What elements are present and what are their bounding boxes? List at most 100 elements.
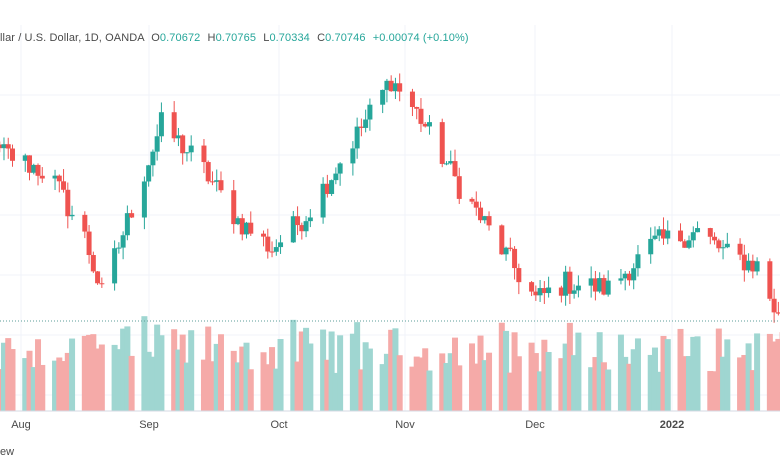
candle-down — [95, 271, 100, 283]
candle-down — [776, 312, 780, 313]
candle-up — [538, 288, 543, 295]
candle-up — [546, 288, 551, 294]
candle-up — [116, 248, 121, 249]
candle-down — [542, 288, 547, 293]
x-tick-label: Oct — [270, 419, 287, 431]
x-tick-label: 2022 — [660, 419, 684, 431]
candle-down — [359, 127, 364, 128]
x-tick-label: Sep — [139, 419, 159, 431]
candle-down — [499, 225, 504, 254]
candle-down — [529, 282, 534, 291]
candle-up — [31, 165, 36, 173]
x-tick-label: Nov — [395, 419, 415, 431]
candle-down — [389, 81, 394, 91]
candle-up — [597, 278, 602, 291]
candle-up — [635, 254, 640, 268]
candle-down — [708, 228, 713, 237]
x-tick-label: Dec — [525, 419, 545, 431]
candle-up — [1, 144, 6, 148]
candle-down — [627, 274, 632, 281]
candle-up — [329, 180, 334, 194]
candle-down — [678, 231, 683, 242]
candle-up — [184, 152, 189, 153]
candle-up — [142, 181, 147, 217]
volume-bar — [775, 339, 780, 411]
candle-up — [304, 221, 309, 231]
candle-down — [10, 149, 15, 161]
candle-down — [218, 180, 223, 190]
candle-up — [687, 240, 692, 247]
volume-bar — [218, 334, 224, 411]
candle-down — [87, 232, 92, 255]
volume-bar — [486, 353, 492, 411]
candle-down — [593, 278, 598, 291]
volume-bar — [99, 345, 105, 411]
candle-up — [308, 217, 313, 221]
candle-down — [129, 213, 134, 217]
candle-up — [189, 146, 194, 153]
candle-up — [125, 213, 130, 235]
candle-up — [618, 278, 623, 280]
candle-up — [214, 180, 219, 182]
candle-down — [682, 241, 687, 248]
symbol-legend: llar / U.S. Dollar, 1D, OANDA O0.70672 H… — [0, 32, 469, 44]
volume-bar — [397, 355, 403, 411]
candle-down — [36, 165, 41, 176]
candle-down — [661, 229, 666, 238]
candle-up — [176, 135, 181, 138]
candle-down — [261, 234, 266, 237]
candle-down — [206, 162, 211, 181]
candle-up — [155, 136, 160, 151]
candle-down — [40, 176, 45, 179]
candle-up — [23, 155, 28, 160]
candle-down — [57, 176, 62, 182]
candle-down — [325, 184, 330, 194]
candle-up — [648, 239, 653, 254]
candle-down — [6, 144, 11, 148]
candle-down — [61, 181, 66, 189]
candle-up — [563, 272, 568, 296]
candle-up — [448, 161, 453, 163]
candle-up — [159, 112, 164, 136]
volume-bar — [129, 356, 135, 411]
candle-up — [363, 120, 368, 128]
candle-down — [201, 146, 206, 162]
candle-up — [623, 274, 628, 279]
candle-up — [589, 278, 594, 285]
volume-bar — [665, 339, 671, 411]
volume-bar — [367, 349, 373, 411]
candle-down — [299, 225, 304, 231]
candle-down — [440, 122, 445, 164]
candle-down — [478, 208, 483, 221]
volume-bar — [69, 339, 75, 411]
low-value: 0.70334 — [269, 32, 309, 44]
candle-up — [427, 122, 432, 126]
close-label: C — [317, 32, 325, 44]
candle-down — [99, 283, 104, 284]
candle-down — [559, 288, 564, 296]
candle-up — [665, 231, 670, 239]
volume-bar — [516, 356, 522, 411]
candle-up — [657, 229, 662, 235]
candle-up — [691, 232, 696, 240]
candle-up — [236, 218, 241, 224]
volume-bar — [248, 369, 254, 411]
candle-up — [631, 268, 636, 280]
volume-bar — [605, 370, 611, 411]
candle-up — [355, 127, 360, 149]
candle-down — [772, 299, 777, 313]
candle-down — [512, 249, 517, 268]
candle-down — [240, 218, 245, 234]
high-value: 0.70765 — [216, 32, 256, 44]
volume-layer — [0, 316, 780, 411]
candle-down — [508, 248, 513, 249]
candle-up — [291, 216, 296, 242]
candle-down — [180, 135, 185, 153]
candle-up — [321, 184, 326, 218]
candle-up — [576, 286, 581, 291]
candle-down — [742, 255, 747, 271]
candle-down — [516, 268, 521, 282]
